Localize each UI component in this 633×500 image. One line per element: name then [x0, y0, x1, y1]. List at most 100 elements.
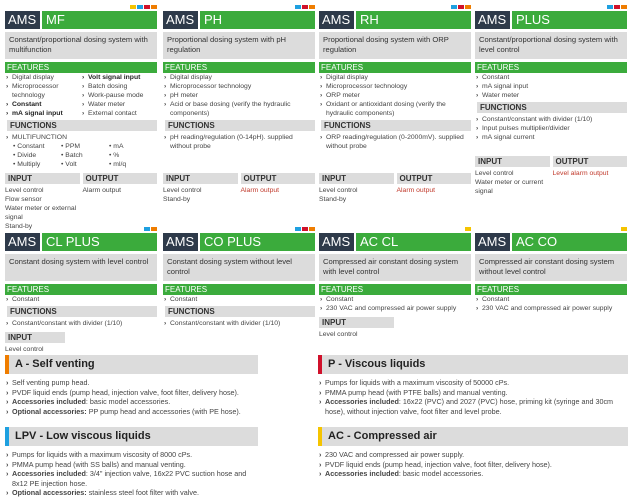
functions-header: FUNCTIONS — [321, 120, 471, 131]
color-square-red — [302, 227, 308, 231]
feature-item: Constant — [475, 73, 627, 82]
features-header: FEATURES — [5, 284, 157, 295]
feature-item: Digital display — [319, 73, 471, 82]
title-prefix: AMS — [5, 233, 40, 251]
features-header: FEATURES — [163, 62, 315, 73]
section-item-text: : 16x22 (PVC) and 2027 (PVC) hose, primi… — [325, 397, 614, 416]
product-card-ac-cl: AMS AC CL Compressed air constant dosing s… — [319, 227, 472, 339]
feature-item: External contact — [81, 109, 157, 118]
card-title: AMS AC CL — [319, 233, 471, 251]
features-header: FEATURES — [319, 284, 471, 295]
model-name: MF — [42, 11, 157, 29]
title-prefix: AMS — [319, 233, 354, 251]
color-square-blue — [144, 227, 150, 231]
functions-header: FUNCTIONS — [7, 306, 157, 317]
section-item: 230 VAC and compressed air power supply. — [318, 450, 628, 460]
functions-header: FUNCTIONS — [165, 306, 315, 317]
section-header: P - Viscous liquids — [318, 355, 628, 374]
color-square-red — [614, 5, 620, 9]
product-card-ac-co: AMS AC CO Compressed air constant dosing s… — [475, 227, 627, 313]
feature-item: Acid or base dosing (verify the hydrauli… — [163, 100, 315, 118]
section-title: P - Viscous liquids — [328, 358, 426, 370]
subfunction-item: • mA — [109, 143, 124, 150]
input-header: INPUT — [163, 173, 238, 184]
section-title: AC - Compressed air — [328, 430, 437, 442]
subfunction-item: • Multiply — [13, 161, 41, 168]
section-item-bold: Accessories included — [12, 469, 86, 478]
description: Compressed air constant dosing system wi… — [319, 254, 471, 281]
color-squares — [465, 227, 471, 231]
feature-item: Microprocessor technology — [163, 82, 315, 91]
model-name: CO PLUS — [200, 233, 315, 251]
input-output: INPUT Level control Water meter or current… — [475, 154, 627, 196]
output-header: OUTPUT — [552, 156, 627, 167]
spacer — [397, 315, 472, 339]
title-prefix: AMS — [5, 11, 40, 29]
output-column: OUTPUT Alarm output — [396, 171, 471, 204]
functions-header: FUNCTIONS — [477, 102, 627, 113]
output-item: Alarm output — [396, 187, 436, 194]
section-item: Accessories included: basic model access… — [5, 397, 258, 407]
section-item-text: stainless steel foot filter with valve. — [86, 488, 199, 497]
color-squares — [130, 5, 157, 9]
section-ac: AC - Compressed air 230 VAC and compresse… — [318, 427, 628, 479]
output-item: Alarm output — [82, 187, 122, 194]
input-item: Stand-by — [319, 196, 347, 203]
description: Proportional dosing system with ORP regu… — [319, 32, 471, 59]
output-column: OUTPUT Alarm output — [82, 171, 157, 231]
feature-item: Work-pause mode — [81, 91, 157, 100]
section-item-text: 230 VAC and compressed air power supply. — [325, 450, 465, 459]
input-column: INPUT Level control — [319, 315, 394, 339]
features-header: FEATURES — [163, 284, 315, 295]
section-item-text: PP pump head and accessories (with PE ho… — [86, 406, 241, 416]
input-item: Level control — [163, 187, 202, 194]
subfunction-label: Divide — [17, 152, 37, 159]
features-column: Digital displayMicroprocessor technology… — [5, 73, 81, 118]
feature-item: Microprocessor technology — [319, 82, 471, 91]
function-item: ORP reading/regulation (0-2000mV). suppl… — [319, 133, 471, 151]
color-square-blue — [137, 5, 143, 9]
feature-item: Constant — [319, 295, 471, 304]
section-item: Self venting pump head. — [5, 378, 258, 388]
subfunction-item: • ml/q — [109, 161, 127, 168]
input-item: Flow sensor — [5, 196, 42, 203]
card-title: AMS CO PLUS — [163, 233, 315, 251]
input-column: INPUT Level control Flow sensor Water meter… — [5, 171, 80, 231]
input-item: Level control — [319, 331, 358, 338]
card-title: AMS MF — [5, 11, 157, 29]
features-columns: Digital displayMicroprocessor technology… — [5, 73, 157, 118]
product-card-mf: AMS MF Constant/proportional dosing system… — [5, 5, 157, 231]
section-item-bold: Accessories included — [12, 397, 86, 406]
function-item: MULTIFUNCTION — [5, 133, 157, 142]
description: Constant/proportional dosing system with… — [475, 32, 627, 59]
subfunction-item: • PPM — [61, 143, 81, 150]
color-square-orange — [309, 5, 315, 9]
section-color-bar — [318, 427, 322, 446]
model-name: PLUS — [512, 11, 627, 29]
output-header: OUTPUT — [240, 173, 315, 184]
subfunction-item: • Volt — [61, 161, 77, 168]
features-header: FEATURES — [475, 284, 627, 295]
color-square-blue — [451, 5, 457, 9]
color-square-orange — [151, 5, 157, 9]
title-prefix: AMS — [163, 11, 198, 29]
output-column: OUTPUT Level alarm output — [552, 154, 627, 196]
card-title: AMS PLUS — [475, 11, 627, 29]
section-p: P - Viscous liquids Pumps for liquids wit… — [318, 355, 628, 416]
subfunction-label: Constant — [17, 143, 45, 150]
card-title: AMS RH — [319, 11, 471, 29]
subfunction-label: mA — [113, 143, 124, 150]
output-column: OUTPUT Alarm output — [240, 171, 315, 204]
input-column: INPUT Level control Stand-by — [163, 171, 238, 204]
section-items: Self venting pump head.PVDF liquid ends … — [5, 378, 258, 416]
section-color-bar — [5, 427, 9, 446]
section-items: 230 VAC and compressed air power supply.… — [318, 450, 628, 479]
features-header: FEATURES — [475, 62, 627, 73]
color-square-yellow — [130, 5, 136, 9]
function-item: Constant/constant with divider (1/10) — [5, 319, 157, 328]
section-item: PMMA pump head (with SS balls) and manua… — [5, 460, 258, 470]
subfunction-item: • Divide — [13, 152, 37, 159]
card-title: AMS CL PLUS — [5, 233, 157, 251]
color-square-yellow — [465, 227, 471, 231]
color-square-orange — [465, 5, 471, 9]
